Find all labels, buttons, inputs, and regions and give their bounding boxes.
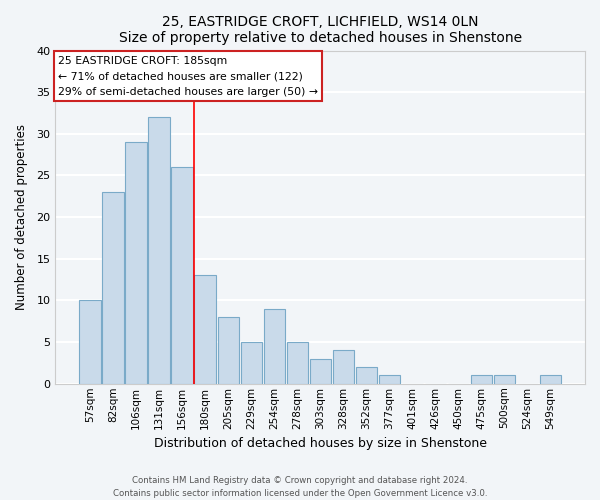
Bar — [287, 342, 308, 384]
Bar — [356, 367, 377, 384]
Bar — [241, 342, 262, 384]
Bar — [540, 376, 561, 384]
Bar — [379, 376, 400, 384]
Bar — [494, 376, 515, 384]
Bar — [172, 167, 193, 384]
Bar — [125, 142, 146, 384]
Text: 25 EASTRIDGE CROFT: 185sqm
← 71% of detached houses are smaller (122)
29% of sem: 25 EASTRIDGE CROFT: 185sqm ← 71% of deta… — [58, 56, 318, 96]
Bar — [263, 309, 285, 384]
Bar — [148, 117, 170, 384]
Bar — [218, 317, 239, 384]
Title: 25, EASTRIDGE CROFT, LICHFIELD, WS14 0LN
Size of property relative to detached h: 25, EASTRIDGE CROFT, LICHFIELD, WS14 0LN… — [119, 15, 522, 45]
Bar — [194, 276, 215, 384]
Bar — [103, 192, 124, 384]
Bar — [310, 359, 331, 384]
Bar — [470, 376, 492, 384]
Y-axis label: Number of detached properties: Number of detached properties — [15, 124, 28, 310]
Bar — [79, 300, 101, 384]
X-axis label: Distribution of detached houses by size in Shenstone: Distribution of detached houses by size … — [154, 437, 487, 450]
Text: Contains HM Land Registry data © Crown copyright and database right 2024.
Contai: Contains HM Land Registry data © Crown c… — [113, 476, 487, 498]
Bar — [332, 350, 354, 384]
